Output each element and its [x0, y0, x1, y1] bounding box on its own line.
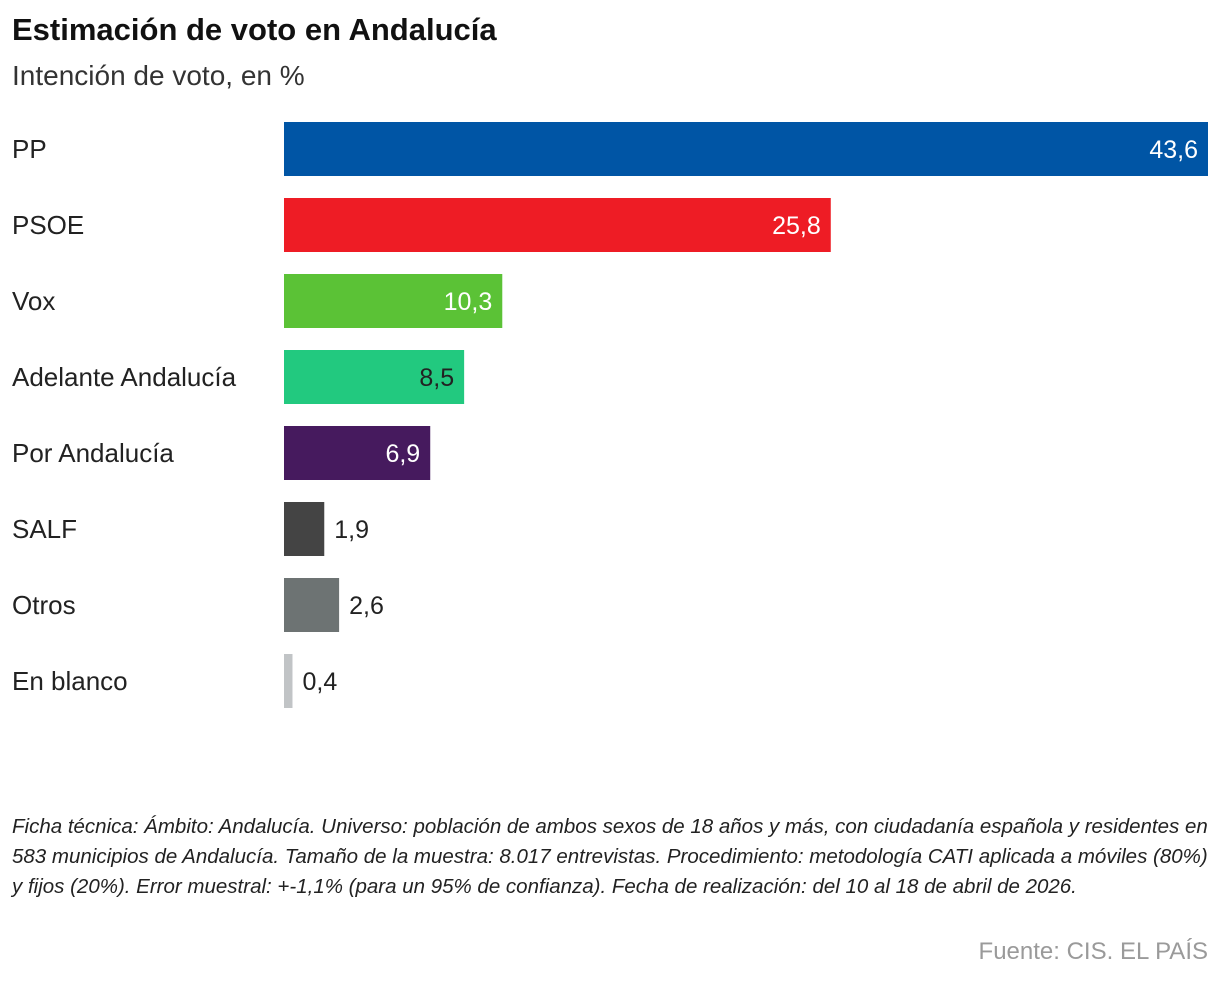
bar-row: Vox 10,3	[12, 274, 503, 328]
bar-row: SALF 1,9	[12, 502, 369, 556]
technical-note: Ficha técnica: Ámbito: Andalucía. Univer…	[12, 815, 1208, 898]
bar-row: PSOE 25,8	[12, 198, 831, 252]
category-label: Adelante Andalucía	[12, 362, 237, 392]
bar	[284, 198, 831, 252]
value-label: 8,5	[419, 364, 454, 392]
category-label: SALF	[12, 514, 77, 544]
bar	[284, 426, 431, 480]
category-label: Otros	[12, 590, 76, 620]
bar	[284, 578, 340, 632]
value-label: 10,3	[444, 288, 493, 316]
bar-row: Por Andalucía 6,9	[12, 426, 431, 480]
chart-subtitle: Intención de voto, en %	[12, 60, 305, 91]
value-label: 2,6	[349, 592, 384, 620]
bar-row: Adelante Andalucía 8,5	[12, 350, 465, 404]
bar	[284, 274, 503, 328]
bar-row: PP 43,6	[12, 122, 1208, 176]
bar-chart: PP 43,6 PSOE 25,8 Vox 10,3 Adelante Andalucía 8…	[0, 110, 1220, 730]
category-label: PSOE	[12, 210, 84, 240]
bar	[284, 122, 1208, 176]
bar-row: En blanco 0,4	[12, 654, 337, 708]
bar	[284, 654, 293, 708]
value-label: 25,8	[772, 212, 821, 240]
value-label: 43,6	[1149, 136, 1198, 164]
value-label: 6,9	[385, 440, 420, 468]
category-label: En blanco	[12, 666, 128, 696]
bar	[284, 502, 325, 556]
category-label: Vox	[12, 286, 55, 316]
source-credit: Fuente: CIS. EL PAÍS	[978, 938, 1208, 965]
category-label: PP	[12, 134, 47, 164]
value-label: 0,4	[302, 668, 337, 696]
chart-title: Estimación de voto en Andalucía	[12, 12, 497, 47]
bar	[284, 350, 465, 404]
bar-row: Otros 2,6	[12, 578, 384, 632]
bar-chart-svg: PP 43,6 PSOE 25,8 Vox 10,3 Adelante Andalucía 8…	[12, 122, 1208, 708]
value-label: 1,9	[334, 516, 369, 544]
category-label: Por Andalucía	[12, 438, 174, 468]
